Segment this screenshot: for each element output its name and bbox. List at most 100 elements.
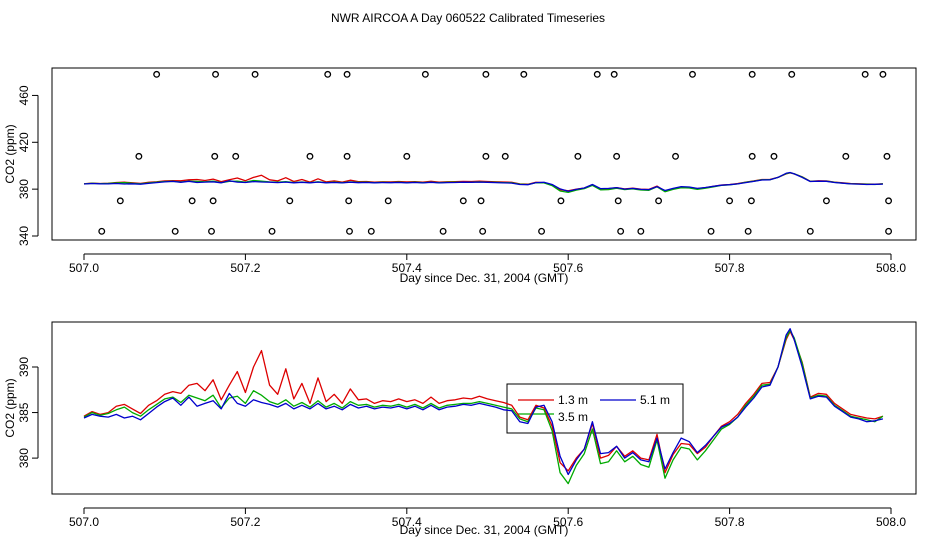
top-y-tick-label: 380 [17, 179, 31, 199]
legend-label-3-5m: 3.5 m [558, 410, 588, 424]
top-x-axis: 507.0 507.2 507.4 507.6 507.8 508.0 [69, 253, 906, 275]
bottom-x-axis: 507.0 507.2 507.4 507.6 507.8 508.0 [69, 507, 906, 529]
top-reference-points [98, 70, 893, 235]
reference-point [861, 70, 869, 78]
reference-point [343, 152, 351, 160]
reference-point [403, 152, 411, 160]
reference-point [188, 197, 196, 205]
reference-point [212, 70, 219, 78]
reference-point [788, 70, 796, 78]
bottom-x-tick-label: 507.8 [715, 515, 745, 529]
reference-point [135, 152, 143, 160]
reference-point [324, 70, 332, 78]
top-y-axis: 340 380 420 460 [17, 85, 39, 246]
top-plot-frame [51, 67, 917, 241]
reference-point [689, 70, 696, 78]
bottom-xlabel: Day since Dec. 31, 2004 (GMT) [400, 523, 569, 537]
reference-point [482, 70, 490, 78]
reference-point [345, 197, 353, 205]
reference-point [744, 227, 752, 235]
reference-point [885, 227, 893, 235]
bottom-y-tick-label: 380 [17, 448, 31, 468]
bottom-plot-frame [51, 321, 917, 495]
bottom-y-axis: 380 385 390 [17, 357, 39, 468]
reference-point [574, 152, 582, 160]
reference-point [613, 152, 621, 160]
reference-point [477, 197, 485, 205]
reference-point [707, 227, 715, 235]
reference-point [343, 70, 351, 78]
bottom-x-tick-label: 507.2 [230, 515, 260, 529]
reference-point [747, 197, 755, 205]
reference-point [208, 227, 215, 235]
reference-point [171, 227, 179, 235]
reference-point [806, 227, 814, 235]
reference-point [439, 227, 447, 235]
bottom-y-tick-label: 385 [17, 402, 31, 422]
reference-point [232, 152, 240, 160]
reference-point [617, 227, 625, 235]
top-x-tick-label: 507.0 [69, 261, 99, 275]
reference-point [610, 70, 618, 78]
bottom-x-tick-label: 507.4 [392, 515, 422, 529]
reference-point [655, 197, 663, 205]
bottom-series-1-3-m [83, 330, 884, 474]
reference-point [883, 152, 891, 160]
bottom-panel: Day since Dec. 31, 2004 (GMT) CO2 (ppm) … [3, 321, 917, 537]
reference-point [482, 152, 490, 160]
reference-point [885, 197, 893, 205]
reference-point [770, 152, 778, 160]
legend-label-5-1m: 5.1 m [640, 393, 670, 407]
reference-point [614, 197, 622, 205]
reference-point [557, 197, 565, 205]
top-xlabel: Day since Dec. 31, 2004 (GMT) [400, 271, 569, 285]
reference-point [153, 70, 161, 78]
top-x-tick-label: 507.2 [230, 261, 260, 275]
reference-point [209, 197, 217, 205]
reference-point [346, 227, 353, 235]
reference-point [384, 197, 392, 205]
reference-point [98, 227, 106, 235]
legend-label-1-3m: 1.3 m [558, 393, 588, 407]
bottom-ylabel: CO2 (ppm) [3, 378, 17, 437]
reference-point [286, 197, 294, 205]
reference-point [842, 152, 850, 160]
reference-point [421, 70, 429, 78]
reference-point [116, 197, 124, 205]
reference-point [306, 152, 314, 160]
bottom-y-tick-label: 390 [17, 357, 31, 377]
top-ylabel: CO2 (ppm) [3, 124, 17, 183]
bottom-x-tick-label: 508.0 [876, 515, 906, 529]
reference-point [726, 197, 734, 205]
top-panel: Day since Dec. 31, 2004 (GMT) CO2 (ppm) … [3, 67, 917, 285]
bottom-series-3-5-m [83, 329, 884, 485]
top-series-group [83, 171, 883, 194]
bottom-x-tick-label: 507.6 [553, 515, 583, 529]
reference-point [748, 70, 756, 78]
reference-point [251, 70, 259, 78]
reference-point [879, 70, 887, 78]
reference-point [593, 70, 601, 78]
reference-point [268, 227, 276, 235]
reference-point [748, 152, 756, 160]
reference-point [367, 227, 375, 235]
top-y-tick-label: 460 [17, 85, 31, 105]
reference-point [501, 152, 509, 160]
bottom-series-group [83, 328, 884, 485]
reference-point [672, 152, 679, 160]
reference-point [459, 197, 467, 205]
top-y-tick-label: 340 [17, 226, 31, 246]
chart-title: NWR AIRCOA A Day 060522 Calibrated Times… [331, 11, 605, 25]
bottom-series-5-1-m [83, 328, 884, 476]
top-x-tick-label: 507.8 [715, 261, 745, 275]
reference-point [538, 227, 546, 235]
top-x-tick-label: 507.6 [553, 261, 583, 275]
reference-point [520, 70, 528, 78]
bottom-x-tick-label: 507.0 [69, 515, 99, 529]
top-y-tick-label: 420 [17, 132, 31, 152]
reference-point [211, 152, 219, 160]
reference-point [479, 227, 487, 235]
reference-point [637, 227, 645, 235]
top-x-tick-label: 508.0 [876, 261, 906, 275]
top-series-5-1-m [83, 171, 883, 192]
